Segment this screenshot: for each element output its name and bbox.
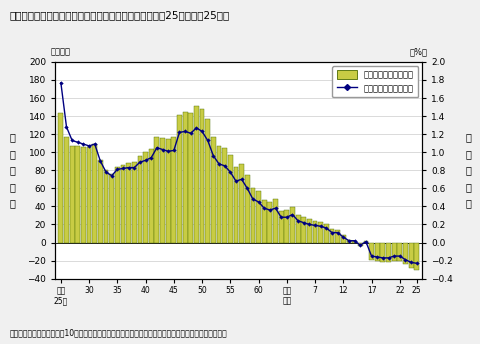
Bar (171, 137, 176, 243)
Bar (234, 167, 239, 243)
Text: 12: 12 (338, 286, 348, 295)
Bar (211, 137, 216, 243)
Text: 7: 7 (312, 286, 317, 295)
Bar (132, 162, 137, 243)
Bar (59, 114, 63, 243)
Bar (330, 229, 335, 243)
Text: 17: 17 (367, 286, 376, 295)
Text: 35: 35 (112, 286, 122, 295)
Bar (341, 235, 346, 243)
Bar (70, 146, 74, 243)
Text: 22: 22 (395, 286, 405, 295)
Bar (335, 230, 340, 243)
Bar (188, 114, 193, 243)
Bar (363, 241, 368, 243)
Text: 平成
２年: 平成 ２年 (282, 286, 291, 305)
Bar (81, 147, 86, 243)
Bar (318, 222, 323, 243)
Bar (262, 200, 266, 243)
Bar (397, 243, 402, 261)
Bar (285, 210, 289, 243)
Bar (222, 148, 227, 243)
Bar (194, 106, 199, 243)
Bar (358, 243, 363, 246)
Text: 昭和
25年: 昭和 25年 (54, 286, 68, 305)
Text: 図１　総人口の人口増減数及び人口増減率の推移（昭和25年～平成25年）: 図１ 総人口の人口増減数及び人口増減率の推移（昭和25年～平成25年） (10, 10, 230, 20)
Bar (392, 243, 396, 261)
Bar (290, 207, 295, 243)
Text: （%）: （%） (409, 48, 427, 57)
Bar (64, 137, 69, 243)
Bar (347, 240, 351, 243)
Bar (109, 174, 114, 243)
Bar (256, 191, 261, 243)
Text: 45: 45 (169, 286, 179, 295)
Text: （万人）: （万人） (50, 48, 71, 57)
Bar (92, 144, 97, 243)
Bar (120, 165, 125, 243)
Bar (104, 170, 108, 243)
Bar (408, 243, 413, 268)
Bar (216, 146, 221, 243)
Bar (115, 167, 120, 243)
Text: 55: 55 (226, 286, 235, 295)
Bar (200, 109, 204, 243)
Bar (138, 156, 143, 243)
Text: 25: 25 (412, 286, 421, 295)
Bar (251, 189, 255, 243)
Bar (267, 202, 272, 243)
Bar (126, 163, 131, 243)
Bar (160, 138, 165, 243)
Bar (75, 146, 80, 243)
Bar (403, 243, 408, 264)
Bar (228, 155, 233, 243)
Bar (239, 164, 244, 243)
Bar (98, 160, 103, 243)
Bar (87, 147, 92, 243)
Bar (166, 139, 170, 243)
Bar (149, 149, 154, 243)
Bar (414, 243, 419, 270)
Text: 人
口
増
減
数: 人 口 増 減 数 (9, 132, 15, 208)
Bar (352, 241, 357, 243)
Bar (301, 217, 306, 243)
Text: 40: 40 (141, 286, 150, 295)
Bar (143, 152, 148, 243)
Bar (375, 243, 380, 261)
Bar (369, 243, 374, 260)
Bar (279, 211, 284, 243)
Bar (155, 137, 159, 243)
Bar (177, 115, 182, 243)
Bar (386, 243, 391, 262)
Bar (324, 225, 329, 243)
Bar (183, 112, 188, 243)
Bar (381, 243, 385, 262)
Legend: 人口増減数（左目盛）, 人口増減率（右目盛）: 人口増減数（左目盛）, 人口増減率（右目盛） (332, 66, 418, 97)
Bar (296, 215, 300, 243)
Text: 注）　人口増減率は，前年10月から当年９月までの人口増減数を前年人口（期首人口）で除したもの。: 注） 人口増減率は，前年10月から当年９月までの人口増減数を前年人口（期首人口）… (10, 328, 228, 337)
Text: 人
口
増
減
率: 人 口 増 減 率 (465, 132, 471, 208)
Bar (307, 219, 312, 243)
Bar (312, 221, 317, 243)
Bar (273, 199, 278, 243)
Text: 50: 50 (197, 286, 207, 295)
Bar (205, 119, 210, 243)
Text: 30: 30 (84, 286, 94, 295)
Bar (245, 175, 250, 243)
Text: 60: 60 (254, 286, 264, 295)
